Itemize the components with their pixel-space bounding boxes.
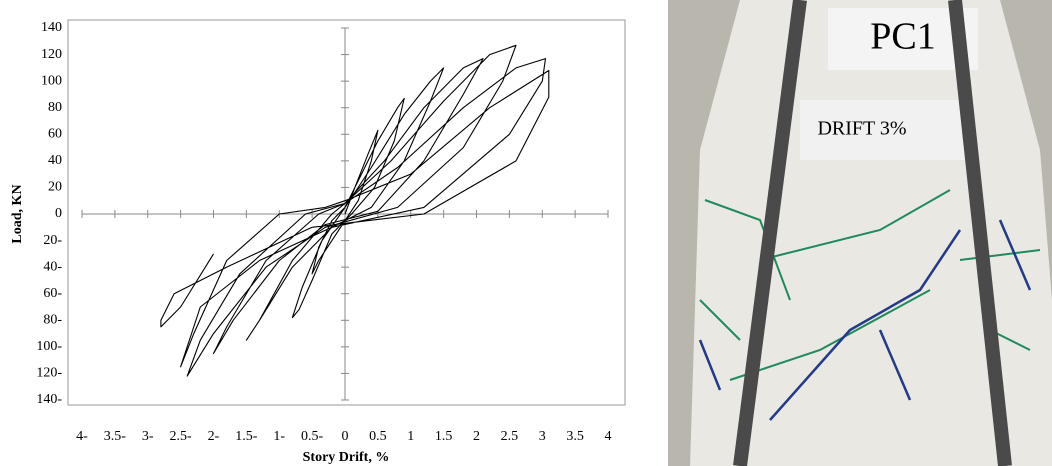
x-tick-label: 2.5- [170, 429, 193, 444]
photo: PC1 DRIFT 3% [668, 0, 1052, 466]
y-tick-label: 120 [41, 47, 62, 62]
x-tick-label: 3.5 [566, 429, 584, 444]
y-tick-label: 20- [43, 233, 62, 248]
y-tick-label: 20 [48, 180, 62, 195]
y-tick-label: 80- [43, 313, 62, 328]
x-tick-label: 1 [407, 429, 414, 444]
sign-text: PC1 [870, 16, 935, 58]
x-axis-title: Story Drift, % [303, 450, 390, 465]
x-tick-label: 0 [342, 429, 349, 444]
plot-frame [67, 19, 626, 406]
y-tick-label: 60- [43, 286, 62, 301]
cracks-green [699, 189, 1041, 381]
y-tick-label: 140- [36, 392, 62, 407]
x-tick-label: 2- [208, 429, 220, 444]
hysteresis-curve [160, 44, 550, 377]
x-tick-label: 3- [142, 429, 154, 444]
placard-text: DRIFT 3% [817, 118, 906, 140]
y-tick-label: 0 [55, 206, 62, 221]
y-tick-label: 40- [43, 259, 62, 274]
cracks-blue [698, 219, 1032, 421]
x-tick-label: 0.5- [301, 429, 324, 444]
y-tick-label: 80 [48, 100, 62, 115]
y-tick-label: 120- [36, 366, 62, 381]
x-tick-label: 3.5- [104, 429, 127, 444]
rebar-right [948, 0, 1012, 466]
x-tick-label: 2 [473, 429, 480, 444]
y-tick-label: 60 [48, 127, 62, 142]
y-tick-label: 140 [41, 20, 62, 35]
x-tick-label: 1.5 [435, 429, 453, 444]
x-tick-label: 1.5- [235, 429, 258, 444]
y-tick-label: 100- [36, 339, 62, 354]
y-axis-title: Load, KN [10, 184, 25, 243]
y-tick-label: 100 [41, 73, 62, 88]
x-tick-label: 1- [273, 429, 285, 444]
y-tick-label: 40 [48, 153, 62, 168]
x-tick-label: 4 [605, 429, 612, 444]
x-tick-label: 0.5 [369, 429, 387, 444]
x-tick-label: 3 [539, 429, 546, 444]
x-tick-label: 2.5 [501, 429, 519, 444]
placard [800, 100, 970, 160]
x-tick-label: 4- [76, 429, 88, 444]
rebar-left [733, 0, 807, 466]
